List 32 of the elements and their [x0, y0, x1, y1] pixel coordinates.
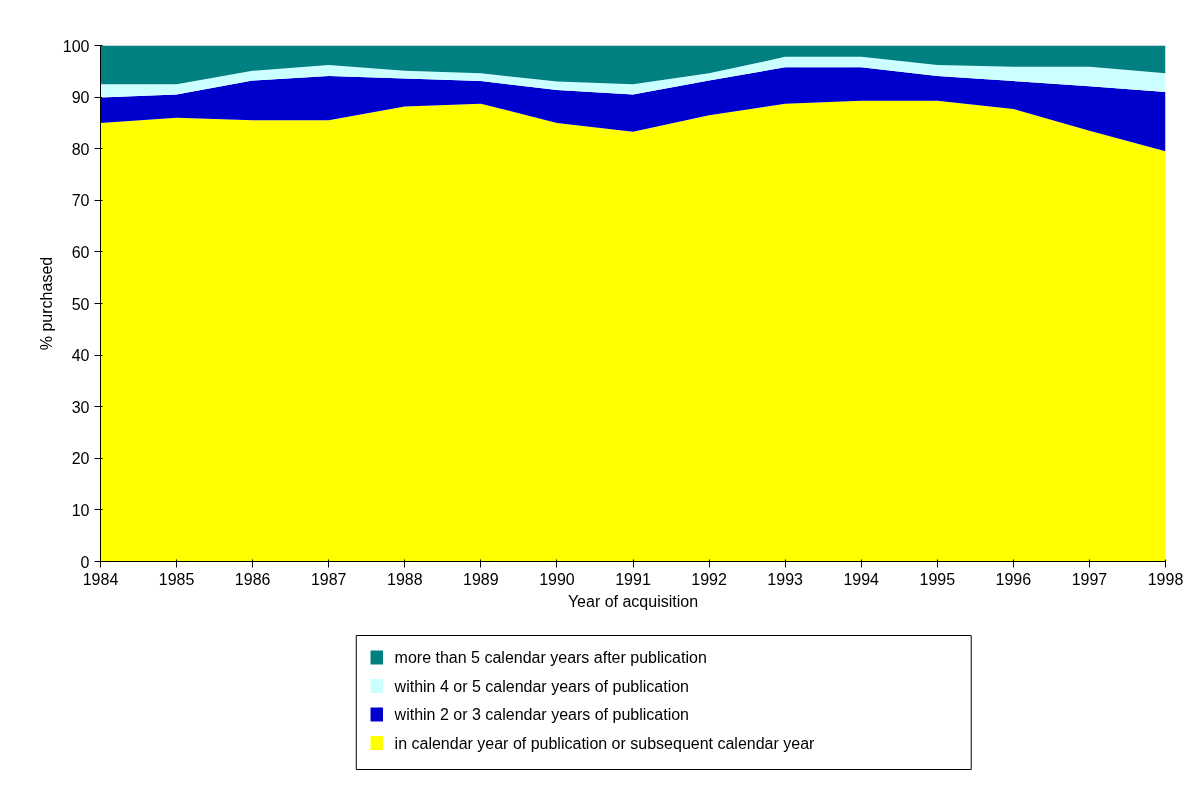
legend-label: more than 5 calendar years after publication	[394, 649, 707, 666]
x-tick-label: 1984	[82, 570, 119, 588]
y-axis-title: % purchased	[37, 256, 55, 351]
x-tick-label: 1988	[386, 570, 423, 588]
x-tick-label: 1986	[234, 570, 271, 588]
legend-label: within 4 or 5 calendar years of publication	[393, 677, 689, 695]
y-tick-label: 30	[71, 398, 90, 416]
x-tick-label: 1994	[843, 570, 880, 588]
x-tick-label: 1996	[995, 570, 1032, 588]
y-tick-label: 10	[71, 501, 90, 519]
x-tick-label: 1997	[1071, 570, 1108, 588]
y-tick-label: 0	[80, 553, 90, 571]
x-tick-label: 1987	[310, 570, 347, 588]
x-tick-label: 1993	[767, 570, 804, 588]
legend-label: within 2 or 3 calendar years of publication	[393, 706, 689, 723]
x-tick-label: 1992	[691, 570, 727, 588]
x-axis-title: Year of acquisition	[567, 592, 699, 610]
x-tick-label: 1985	[158, 570, 195, 588]
y-tick-label: 100	[62, 37, 90, 55]
y-tick-label: 20	[71, 450, 90, 468]
x-tick-label: 1995	[919, 570, 956, 588]
x-tick-label: 1989	[463, 570, 499, 588]
x-tick-label: 1990	[539, 570, 575, 588]
y-tick-label: 50	[71, 295, 90, 313]
y-tick-label: 80	[71, 140, 90, 158]
x-tick-label: 1991	[615, 570, 651, 588]
y-tick-label: 90	[71, 89, 90, 107]
legend-label: in calendar year of publication or subsequent calendar year	[394, 734, 816, 752]
y-tick-label: 70	[71, 192, 90, 210]
y-tick-label: 40	[71, 347, 90, 365]
x-tick-label: 1998	[1147, 570, 1184, 588]
y-tick-label: 60	[71, 243, 90, 261]
